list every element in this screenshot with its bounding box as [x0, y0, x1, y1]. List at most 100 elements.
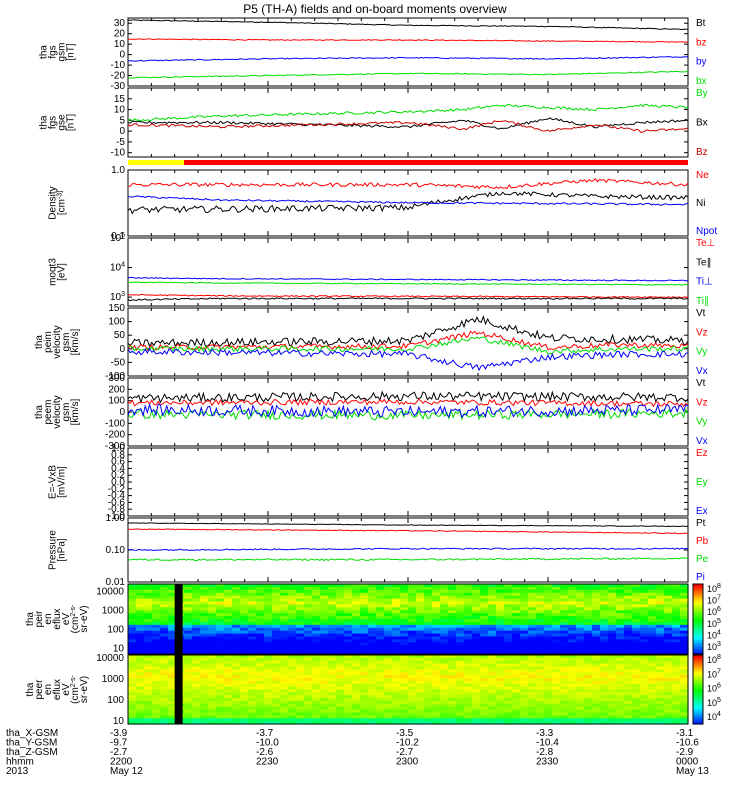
spectrogram-cell: [312, 584, 321, 588]
spectrogram-cell: [656, 607, 665, 611]
spectrogram-cell: [424, 672, 433, 676]
spectrogram-cell: [520, 709, 529, 714]
spectrogram-cell: [192, 610, 201, 614]
colorbar-cell: [693, 607, 703, 611]
spectrogram-cell: [328, 715, 337, 719]
spectrogram-cell: [456, 621, 465, 626]
spectrogram-cell: [656, 610, 665, 614]
spectrogram-cell: [264, 655, 273, 659]
spectrogram-cell: [504, 675, 513, 679]
spectrogram-cell: [432, 598, 441, 603]
spectrogram-cell: [552, 613, 561, 617]
spectrogram-cell: [552, 592, 561, 597]
spectrogram-cell: [136, 680, 145, 685]
spectrogram-cell: [464, 657, 473, 662]
spectrogram-cell: [488, 680, 497, 685]
spectrogram-cell: [328, 627, 337, 632]
spectrogram-cell: [304, 698, 313, 702]
spectrogram-cell: [168, 675, 177, 679]
spectrogram-cell: [392, 698, 401, 702]
spectrogram-cell: [240, 648, 249, 652]
spectrogram-cell: [200, 613, 209, 617]
spectrogram-cell: [400, 604, 409, 608]
spectrogram-cell: [432, 689, 441, 693]
spectrogram-cell: [136, 592, 145, 597]
spectrogram-cell: [144, 683, 153, 688]
spectrogram-cell: [496, 621, 505, 626]
spectrogram-cell: [488, 657, 497, 662]
spectrogram-cell: [504, 669, 513, 673]
spectrogram-cell: [232, 613, 241, 617]
spectrogram-cell: [408, 584, 417, 588]
spectrogram-cell: [136, 601, 145, 606]
spectrogram-cell: [672, 639, 681, 643]
spectrogram-cell: [312, 616, 321, 620]
spectrogram-cell: [344, 715, 353, 719]
spectrogram-cell: [168, 672, 177, 676]
spectrogram-cell: [552, 598, 561, 603]
spectrogram-cell: [168, 689, 177, 693]
spectrogram-cell: [360, 689, 369, 693]
spectrogram-cell: [192, 642, 201, 646]
spectrogram-cell: [272, 642, 281, 646]
spectrogram-cell: [224, 601, 233, 606]
y-tick-label: -100: [105, 418, 125, 429]
spectrogram-cell: [152, 675, 161, 679]
spectrogram-cell: [432, 701, 441, 705]
spectrogram-cell: [168, 613, 177, 617]
spectrogram-cell: [256, 712, 265, 716]
spectrogram-cell: [464, 692, 473, 696]
spectrogram-cell: [392, 689, 401, 693]
spectrogram-cell: [584, 630, 593, 635]
spectrogram-cell: [432, 584, 441, 588]
spectrogram-cell: [424, 621, 433, 626]
spectrogram-cell: [616, 601, 625, 606]
spectrogram-cell: [280, 718, 289, 722]
spectrogram-cell: [608, 627, 617, 632]
spectrogram-cell: [632, 627, 641, 632]
spectrogram-cell: [640, 678, 649, 682]
spectrogram-cell: [496, 683, 505, 688]
spectrogram-cell: [304, 627, 313, 632]
spectrogram-cell: [272, 639, 281, 643]
spectrogram-cell: [496, 655, 505, 659]
spectrogram-cell: [352, 721, 361, 725]
spectrogram-cell: [304, 675, 313, 679]
spectrogram-cell: [144, 601, 153, 606]
spectrogram-cell: [680, 678, 689, 682]
spectrogram-cell: [520, 584, 529, 588]
spectrogram-cell: [336, 619, 345, 623]
spectrogram-cell: [160, 695, 169, 699]
spectrogram-cell: [592, 645, 601, 649]
spectrogram-cell: [280, 633, 289, 638]
spectrogram-cell: [600, 669, 609, 673]
spectrogram-cell: [216, 703, 225, 708]
spectrogram-cell: [424, 657, 433, 662]
spectrogram-cell: [568, 657, 577, 662]
spectrogram-cell: [544, 655, 553, 659]
spectrogram-cell: [328, 683, 337, 688]
legend-entry: Bt: [696, 18, 706, 29]
spectrogram-cell: [272, 584, 281, 588]
spectrogram-cell: [408, 675, 417, 679]
spectrogram-cell: [288, 642, 297, 646]
y-tick-label: 105: [110, 232, 125, 244]
spectrogram-cell: [552, 698, 561, 702]
spectrogram-cell: [512, 683, 521, 688]
spectrogram-cell: [584, 645, 593, 649]
spectrogram-cell: [488, 651, 497, 655]
spectrogram-cell: [600, 683, 609, 688]
spectrogram-cell: [432, 627, 441, 632]
spectrogram-cell: [232, 660, 241, 665]
colorbar-cell: [693, 651, 703, 655]
spectrogram-cell: [160, 663, 169, 668]
spectrogram-cell: [624, 655, 633, 659]
spectrogram-cell: [592, 598, 601, 603]
spectrogram-cell: [256, 698, 265, 702]
spectrogram-cell: [480, 601, 489, 606]
spectrogram-cell: [304, 680, 313, 685]
spectrogram-cell: [192, 692, 201, 696]
spectrogram-cell: [304, 692, 313, 696]
spectrogram-cell: [384, 595, 393, 600]
spectrogram-cell: [568, 683, 577, 688]
